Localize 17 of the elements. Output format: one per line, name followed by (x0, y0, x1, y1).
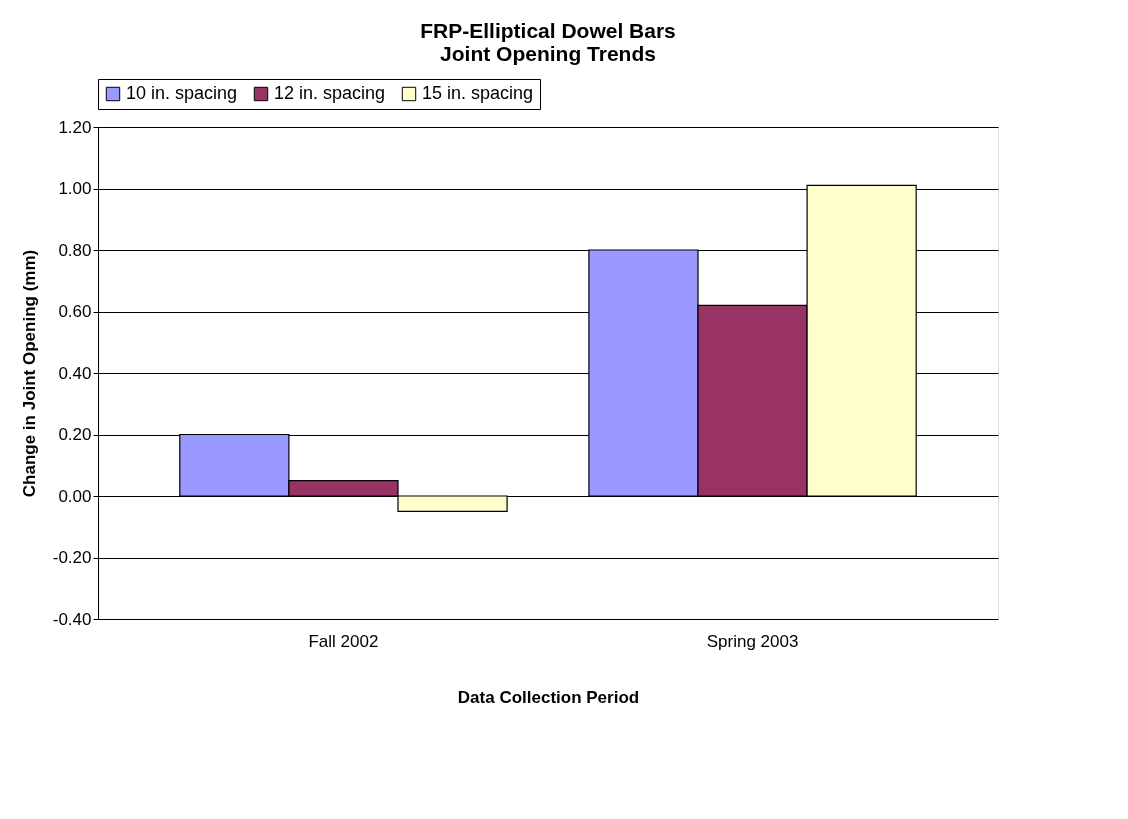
y-tick-label: 0.00 (58, 486, 92, 506)
y-tick-label: 0.60 (58, 302, 92, 321)
y-axis-title: Change in Joint Opening (mm) (19, 249, 39, 498)
y-tick-label: 0.20 (58, 425, 92, 444)
y-tick-label: -0.20 (52, 548, 92, 567)
y-tick-label: 1.20 (58, 117, 92, 137)
y-tick-label: 1.00 (58, 179, 92, 198)
x-tick-label: Spring 2003 (706, 631, 799, 651)
legend-label: 15 in. spacing (422, 83, 534, 103)
x-axis-title: Data Collection Period (457, 687, 640, 707)
y-tick-label: 0.80 (58, 240, 92, 260)
legend-label: 10 in. spacing (126, 83, 238, 103)
x-tick-label: Fall 2002 (308, 631, 379, 651)
chart-title: FRP-Elliptical Dowel Bars Joint Opening Trends (420, 18, 676, 65)
y-tick-label: 0.40 (58, 363, 92, 383)
legend-label: 12 in. spacing (274, 83, 386, 103)
y-tick-label: -0.40 (52, 609, 92, 629)
